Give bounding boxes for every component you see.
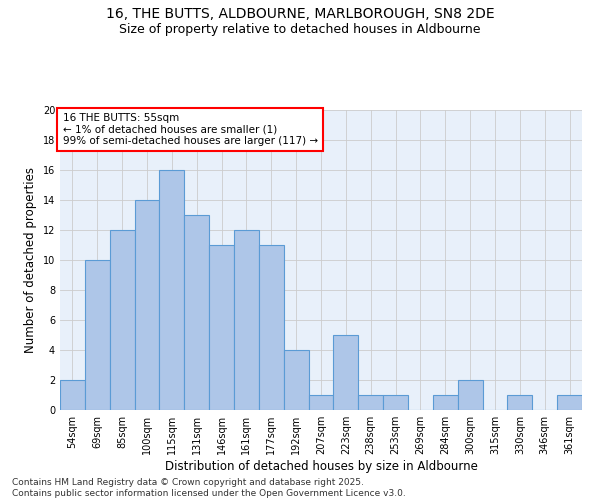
- Text: Size of property relative to detached houses in Aldbourne: Size of property relative to detached ho…: [119, 22, 481, 36]
- Bar: [134, 200, 160, 410]
- Bar: [358, 395, 383, 410]
- Bar: [110, 230, 134, 410]
- Bar: [284, 350, 308, 410]
- Bar: [160, 170, 184, 410]
- Bar: [184, 215, 209, 410]
- Bar: [209, 245, 234, 410]
- Bar: [557, 395, 582, 410]
- Bar: [308, 395, 334, 410]
- Bar: [508, 395, 532, 410]
- Bar: [383, 395, 408, 410]
- Text: Contains HM Land Registry data © Crown copyright and database right 2025.
Contai: Contains HM Land Registry data © Crown c…: [12, 478, 406, 498]
- Bar: [259, 245, 284, 410]
- Y-axis label: Number of detached properties: Number of detached properties: [24, 167, 37, 353]
- Bar: [85, 260, 110, 410]
- Bar: [234, 230, 259, 410]
- Bar: [458, 380, 482, 410]
- Bar: [60, 380, 85, 410]
- X-axis label: Distribution of detached houses by size in Aldbourne: Distribution of detached houses by size …: [164, 460, 478, 473]
- Bar: [334, 335, 358, 410]
- Bar: [433, 395, 458, 410]
- Text: 16, THE BUTTS, ALDBOURNE, MARLBOROUGH, SN8 2DE: 16, THE BUTTS, ALDBOURNE, MARLBOROUGH, S…: [106, 8, 494, 22]
- Text: 16 THE BUTTS: 55sqm
← 1% of detached houses are smaller (1)
99% of semi-detached: 16 THE BUTTS: 55sqm ← 1% of detached hou…: [62, 113, 318, 146]
